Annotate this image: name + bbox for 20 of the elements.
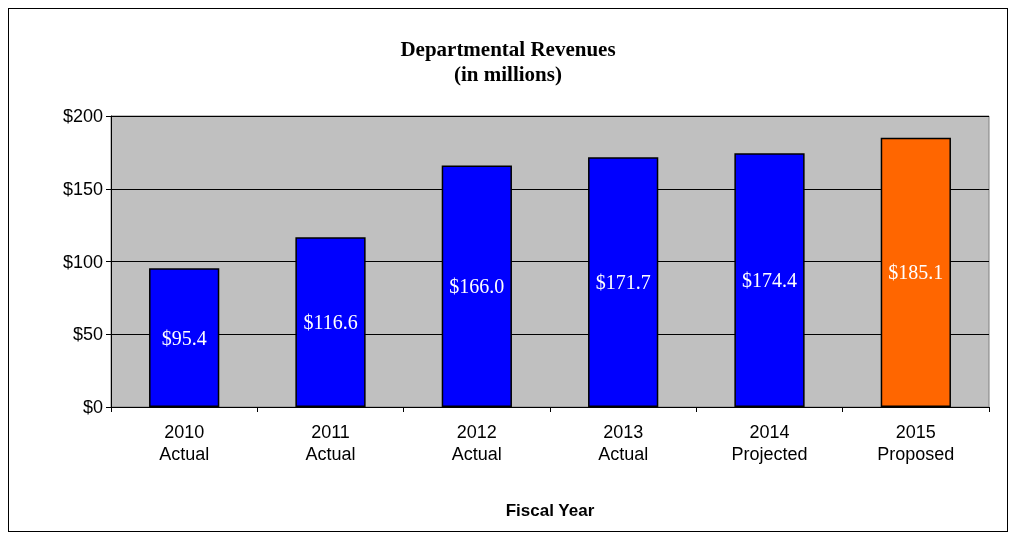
data-label: $174.4 <box>742 269 797 292</box>
x-tick-label: 2010 Actual <box>159 422 210 464</box>
x-tick-label: 2011 Actual <box>305 422 356 464</box>
data-label: $166.0 <box>449 275 505 298</box>
data-label: $95.4 <box>161 326 207 349</box>
data-label: $171.7 <box>595 271 651 294</box>
x-tick-label: 2014 Projected <box>731 422 808 464</box>
y-tick-label: $100 <box>62 251 103 272</box>
y-tick-label: $150 <box>62 178 103 199</box>
data-label: $185.1 <box>888 261 944 284</box>
y-tick-label: $0 <box>82 397 103 417</box>
data-label: $116.6 <box>303 311 358 334</box>
x-tick-label: 2015 Proposed <box>877 422 955 464</box>
chart-subtitle: (in millions) <box>454 61 562 86</box>
x-tick-label: 2013 Actual <box>598 422 649 464</box>
x-tick-label: 2012 Actual <box>451 422 502 464</box>
chart-title: Departmental Revenues <box>400 36 616 61</box>
y-tick-label: $200 <box>62 106 103 126</box>
y-tick-label: $50 <box>72 324 103 345</box>
x-axis-title: Fiscal Year <box>505 501 595 520</box>
